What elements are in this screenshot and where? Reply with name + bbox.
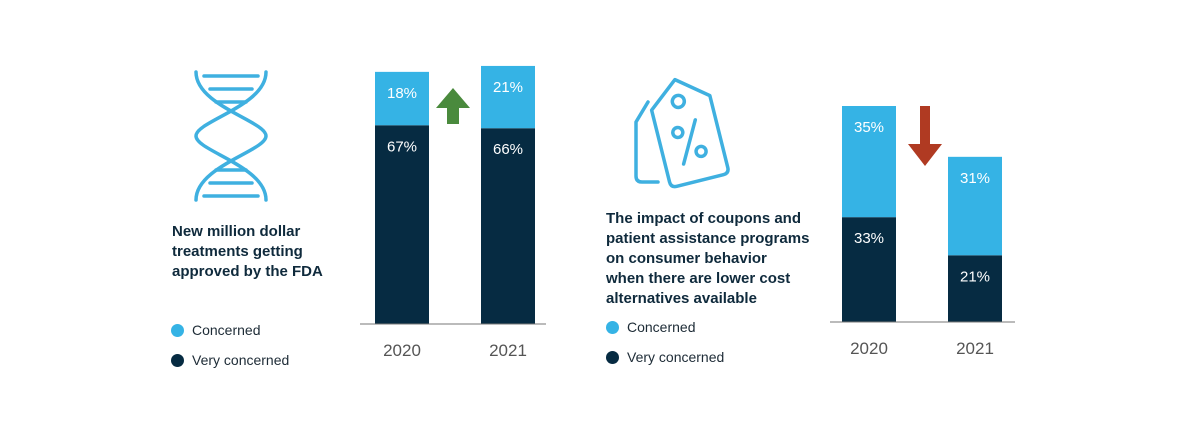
legend-concerned-label: Concerned	[192, 322, 261, 338]
legend2-very-concerned-label: Very concerned	[627, 349, 725, 365]
panel1-title: New million dollar treatments getting ap…	[172, 223, 323, 280]
legend-very-concerned-label: Very concerned	[192, 352, 290, 368]
bar-very-concerned-2020	[375, 125, 429, 325]
bar-very-concerned-2021	[948, 255, 1002, 322]
label-very-concerned-2021: 66%	[493, 141, 523, 158]
concerned-swatch	[171, 323, 184, 337]
legend2-very-concerned: Very concerned	[606, 349, 724, 365]
label-very-concerned-2020: 33%	[854, 230, 884, 247]
very-concerned-swatch	[606, 350, 619, 364]
chart-coupons-impact: 33% 35% 2020 21% 31% 2021	[830, 106, 1015, 358]
trend-down-arrow-icon	[908, 106, 942, 166]
legend-concerned: Concerned	[171, 322, 261, 338]
legend-very-concerned: Very concerned	[171, 352, 289, 368]
bar-concerned-2021	[481, 65, 535, 129]
label-concerned-2020: 18%	[387, 85, 417, 102]
label-concerned-2021: 31%	[960, 170, 990, 187]
chart-fda-treatments: 67% 18% 2020 66% 21% 2021	[360, 65, 546, 360]
bar-concerned-2021	[948, 156, 1002, 256]
bar-concerned-2020	[375, 71, 429, 126]
concerned-swatch	[606, 320, 619, 334]
legend2-concerned-label: Concerned	[627, 319, 696, 335]
dna-icon	[186, 66, 276, 211]
label-concerned-2021: 21%	[493, 79, 523, 96]
bar-concerned-2020	[842, 106, 896, 218]
very-concerned-swatch	[171, 353, 184, 367]
trend-up-arrow-icon	[436, 88, 470, 124]
tick-label-2020: 2020	[383, 341, 421, 360]
legend2-concerned: Concerned	[606, 319, 696, 335]
panel2-title: The impact of coupons and patient assist…	[606, 210, 810, 307]
discount-tag-icon	[628, 72, 738, 197]
label-very-concerned-2020: 67%	[387, 138, 417, 155]
bar-very-concerned-2020	[842, 217, 896, 322]
bar-very-concerned-2021	[481, 128, 535, 324]
tick-label-2021: 2021	[956, 339, 994, 358]
tick-label-2020: 2020	[850, 339, 888, 358]
label-concerned-2020: 35%	[854, 119, 884, 136]
tick-label-2021: 2021	[489, 341, 527, 360]
label-very-concerned-2021: 21%	[960, 268, 990, 285]
